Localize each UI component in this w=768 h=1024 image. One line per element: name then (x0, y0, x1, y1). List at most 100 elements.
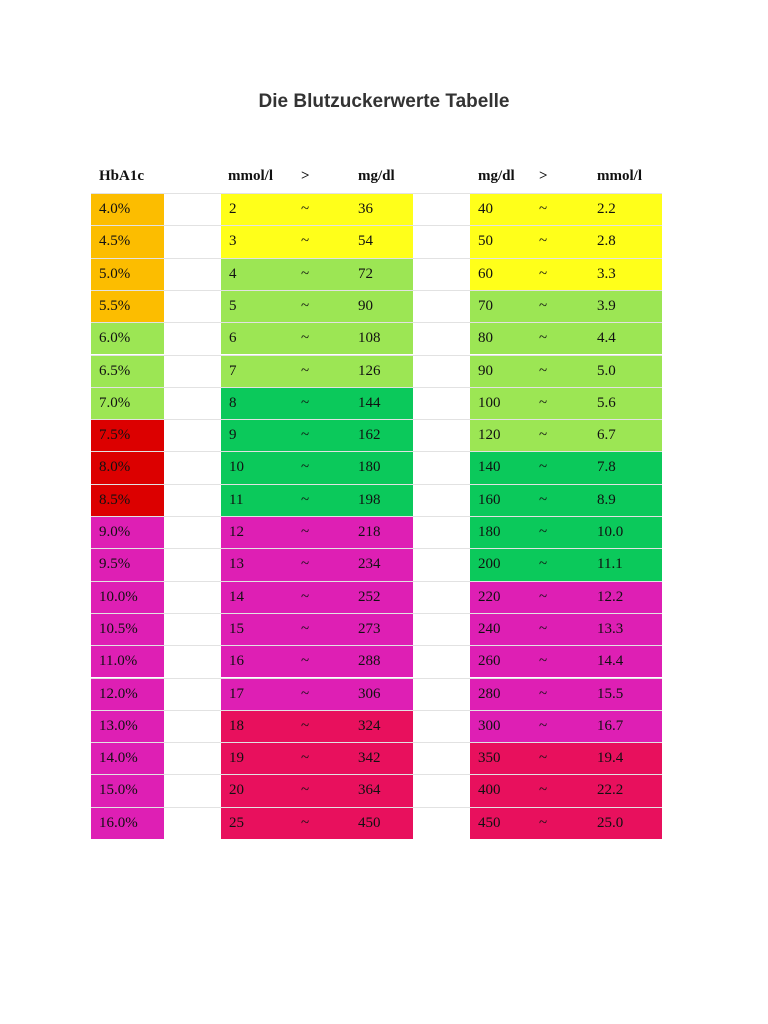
hba1c-color-block (91, 194, 164, 226)
separator-cell: ~ (301, 265, 310, 282)
mgdl-right-cell: 40 (478, 201, 493, 217)
mgdl-cell: 288 (358, 653, 381, 670)
mgdl-cell: 180 (358, 459, 381, 476)
mgdl-cell: 36 (358, 201, 373, 217)
hba1c-cell: 13.0% (99, 717, 138, 734)
separator-right-cell: ~ (539, 459, 548, 476)
mmol-right-cell: 14.4 (597, 653, 624, 670)
mmol-cell: 7 (229, 362, 237, 379)
mmol-right-cell: 3.9 (597, 297, 616, 314)
row-divider (91, 677, 662, 679)
separator-cell: ~ (301, 233, 310, 250)
table-row: 6.0% 6 ~108 80 ~4.4 (0, 322, 768, 355)
hba1c-color-block (91, 355, 164, 387)
separator-cell: ~ (301, 750, 310, 767)
mmol-right-cell: 10.0 (597, 524, 624, 540)
row-divider (91, 419, 662, 421)
hba1c-color-block (91, 517, 164, 549)
separator-cell: ~ (301, 459, 310, 476)
separator-right-cell: ~ (539, 330, 548, 347)
mgdl-right-cell: 220 (478, 588, 501, 605)
mmol-cell: 10 (229, 459, 244, 476)
mid-color-block (221, 710, 413, 743)
hba1c-color-block (91, 775, 164, 807)
hba1c-color-block (91, 484, 164, 516)
separator-cell: ~ (301, 782, 310, 799)
mmol-cell: 16 (229, 653, 244, 670)
mid-color-block (221, 646, 413, 678)
hba1c-color-block (91, 420, 164, 452)
header-arrow-left: > (301, 168, 310, 184)
table-row: 11.0% 16 ~288 260 ~14.4 (0, 645, 768, 678)
hba1c-cell: 7.5% (99, 427, 131, 444)
separator-right-cell: ~ (539, 717, 548, 734)
hba1c-cell: 6.5% (99, 362, 131, 379)
mmol-right-cell: 8.9 (597, 491, 616, 508)
hba1c-color-block (91, 258, 164, 290)
hba1c-cell: 11.0% (99, 653, 138, 670)
table-row: 12.0% 17 ~306 280 ~15.5 (0, 677, 768, 710)
header-arrow-right: > (539, 168, 548, 184)
separator-right-cell: ~ (539, 491, 548, 508)
right-color-block (470, 258, 662, 290)
mgdl-cell: 306 (358, 685, 381, 702)
mid-color-block (221, 775, 413, 807)
separator-right-cell: ~ (539, 653, 548, 670)
header-hba1c: HbA1c (99, 168, 144, 184)
separator-right-cell: ~ (539, 556, 548, 573)
separator-right-cell: ~ (539, 297, 548, 314)
mmol-right-cell: 13.3 (597, 620, 624, 637)
row-divider (91, 580, 662, 582)
right-color-block (470, 549, 662, 581)
mmol-right-cell: 19.4 (597, 750, 624, 767)
mmol-right-cell: 5.0 (597, 362, 616, 379)
mmol-cell: 18 (229, 717, 244, 734)
row-divider (91, 451, 662, 453)
table-row: 15.0% 20 ~364 400 ~22.2 (0, 774, 768, 807)
hba1c-cell: 9.5% (99, 556, 131, 573)
row-divider (91, 548, 662, 550)
mgdl-right-cell: 90 (478, 362, 493, 379)
hba1c-cell: 16.0% (99, 814, 138, 831)
mgdl-right-cell: 200 (478, 556, 501, 573)
hba1c-cell: 8.0% (99, 459, 131, 476)
mmol-right-cell: 22.2 (597, 782, 624, 799)
mid-color-block (221, 420, 413, 452)
hba1c-color-block (91, 323, 164, 355)
hba1c-color-block (91, 743, 164, 775)
separator-cell: ~ (301, 685, 310, 702)
hba1c-color-block (91, 581, 164, 613)
table-row: 10.5% 15 ~273 240 ~13.3 (0, 612, 768, 646)
hba1c-color-block (91, 452, 164, 484)
mmol-right-cell: 7.8 (597, 459, 616, 476)
mgdl-right-cell: 240 (478, 620, 501, 637)
mgdl-cell: 234 (358, 556, 381, 573)
hba1c-cell: 4.5% (99, 233, 131, 250)
mid-color-block (221, 258, 413, 290)
right-color-block (470, 323, 662, 355)
right-color-block (470, 775, 662, 807)
separator-right-cell: ~ (539, 427, 548, 444)
mgdl-right-cell: 50 (478, 233, 493, 250)
right-color-block (470, 710, 662, 743)
table-row: 8.0% 10 ~180 140 ~7.8 (0, 451, 768, 484)
mid-color-block (221, 743, 413, 775)
mmol-cell: 11 (229, 491, 244, 508)
mgdl-right-cell: 400 (478, 782, 501, 799)
hba1c-color-block (91, 678, 164, 710)
row-divider (91, 483, 662, 485)
hba1c-cell: 4.0% (99, 201, 131, 217)
mgdl-right-cell: 60 (478, 265, 493, 282)
mgdl-right-cell: 260 (478, 653, 501, 670)
mgdl-right-cell: 160 (478, 491, 501, 508)
mgdl-right-cell: 140 (478, 459, 501, 476)
table-row: 6.5% 7 ~126 90 ~5.0 (0, 354, 768, 387)
mmol-cell: 15 (229, 620, 244, 637)
mgdl-right-cell: 80 (478, 330, 493, 347)
separator-cell: ~ (301, 556, 310, 573)
table-row: 10.0% 14 ~252 220 ~12.2 (0, 580, 768, 613)
hba1c-color-block (91, 226, 164, 258)
hba1c-color-block (91, 807, 164, 839)
table-row: 9.5% 13 ~234 200 ~11.1 (0, 548, 768, 581)
row-divider (91, 193, 662, 194)
